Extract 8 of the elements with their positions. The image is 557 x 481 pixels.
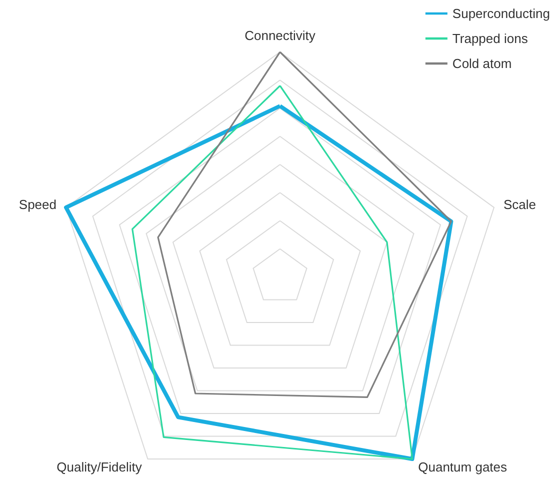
spoke-label: Quality/Fidelity xyxy=(56,460,142,475)
spoke-label: Scale xyxy=(504,196,536,212)
legend-label: Cold atom xyxy=(452,56,512,71)
spoke-label: Speed xyxy=(18,196,56,212)
spoke-label: Connectivity xyxy=(244,28,316,43)
spoke-label: Quantum gates xyxy=(418,460,508,475)
legend-label: Superconducting xyxy=(452,6,550,21)
legend-label: Trapped ions xyxy=(452,31,528,46)
